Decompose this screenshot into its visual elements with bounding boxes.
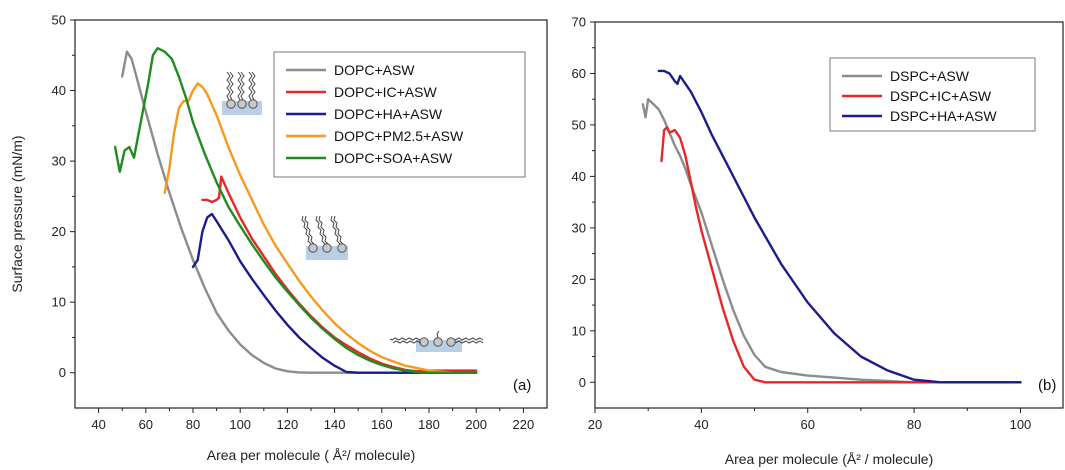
y-tick-label: 40 (572, 169, 586, 184)
y-tick-label: 30 (52, 154, 66, 169)
panel-a-y-axis-title: Surface pressure (mN/m) (9, 135, 25, 292)
series-line-dopc-soa-asw (113, 47, 478, 374)
series-line-dspc-ha-asw (657, 69, 1022, 384)
panel-b-label: (b) (1038, 377, 1056, 394)
legend-entry: DSPC+HA+ASW (890, 108, 997, 124)
legend-entry: DOPC+HA+ASW (334, 106, 443, 122)
x-tick-label: 80 (186, 417, 200, 432)
x-tick-label: 160 (371, 417, 393, 432)
x-tick-label: 40 (91, 417, 105, 432)
legend-entry: DOPC+IC+ASW (334, 84, 437, 100)
x-tick-label: 200 (465, 417, 487, 432)
panel-a-plot-frame (74, 19, 548, 409)
y-tick-label: 50 (572, 117, 586, 132)
x-tick-label: 60 (800, 417, 814, 432)
y-tick-label: 60 (572, 66, 586, 81)
panel-a-legend: DOPC+ASW DOPC+IC+ASW DOPC+HA+ASW DOPC+PM2.5… (273, 51, 526, 178)
x-tick-label: 120 (277, 417, 299, 432)
panel-a-label: (a) (513, 377, 531, 394)
x-tick-label: 180 (418, 417, 440, 432)
panel-b-plot-frame (594, 21, 1064, 409)
panel-b-x-axis-title: Area per molecule (Å² / molecule) (725, 451, 934, 467)
x-tick-label: 20 (588, 417, 602, 432)
y-tick-label: 20 (52, 224, 66, 239)
series-line-dopc-asw (120, 50, 478, 374)
monolayer-gas-icon (389, 330, 484, 352)
x-tick-label: 140 (324, 417, 346, 432)
legend-entry: DOPC+SOA+ASW (334, 150, 453, 166)
series-line-dspc-asw (641, 97, 1022, 384)
x-tick-label: 100 (229, 417, 251, 432)
panel-b-legend: DSPC+ASW DSPC+IC+ASW DSPC+HA+ASW (829, 57, 1036, 132)
legend-entry: DOPC+ASW (334, 62, 415, 78)
legend-entry: DSPC+ASW (890, 68, 970, 84)
panel-b-series (641, 69, 1022, 384)
series-line-dopc-ha-asw (191, 212, 478, 374)
y-tick-label: 50 (52, 13, 66, 28)
y-tick-label: 0 (59, 365, 66, 380)
legend-entry: DSPC+IC+ASW (890, 88, 992, 104)
x-tick-label: 40 (694, 417, 708, 432)
y-tick-label: 30 (572, 220, 586, 235)
x-tick-label: 60 (139, 417, 153, 432)
y-tick-label: 40 (52, 83, 66, 98)
panel-a-ticks: 40 60 80 100 120 140 160 180 200 220 0 10 20 30 40 50 (52, 13, 535, 433)
x-tick-label: 100 (1010, 417, 1032, 432)
panel-b-ticks: 20 40 60 80 100 0 10 20 30 40 50 60 70 (572, 15, 1032, 433)
legend-entry: DOPC+PM2.5+ASW (334, 128, 464, 144)
x-tick-label: 220 (513, 417, 535, 432)
y-tick-label: 70 (572, 15, 586, 30)
series-line-dspc-ic-asw (660, 126, 1022, 384)
y-tick-label: 10 (572, 323, 586, 338)
panel-a-series (113, 47, 478, 374)
y-tick-label: 10 (52, 295, 66, 310)
monolayer-condensed-icon (222, 71, 262, 115)
y-tick-label: 20 (572, 272, 586, 287)
y-tick-label: 0 (579, 375, 586, 390)
x-tick-label: 80 (907, 417, 921, 432)
monolayer-expanded-icon (301, 215, 348, 260)
panel-a-x-axis-title: Area per molecule ( Å²/ molecule) (207, 447, 416, 463)
panel-a-chart: 40 60 80 100 120 140 160 180 200 220 0 10 20 30 40 50 (9, 13, 548, 463)
